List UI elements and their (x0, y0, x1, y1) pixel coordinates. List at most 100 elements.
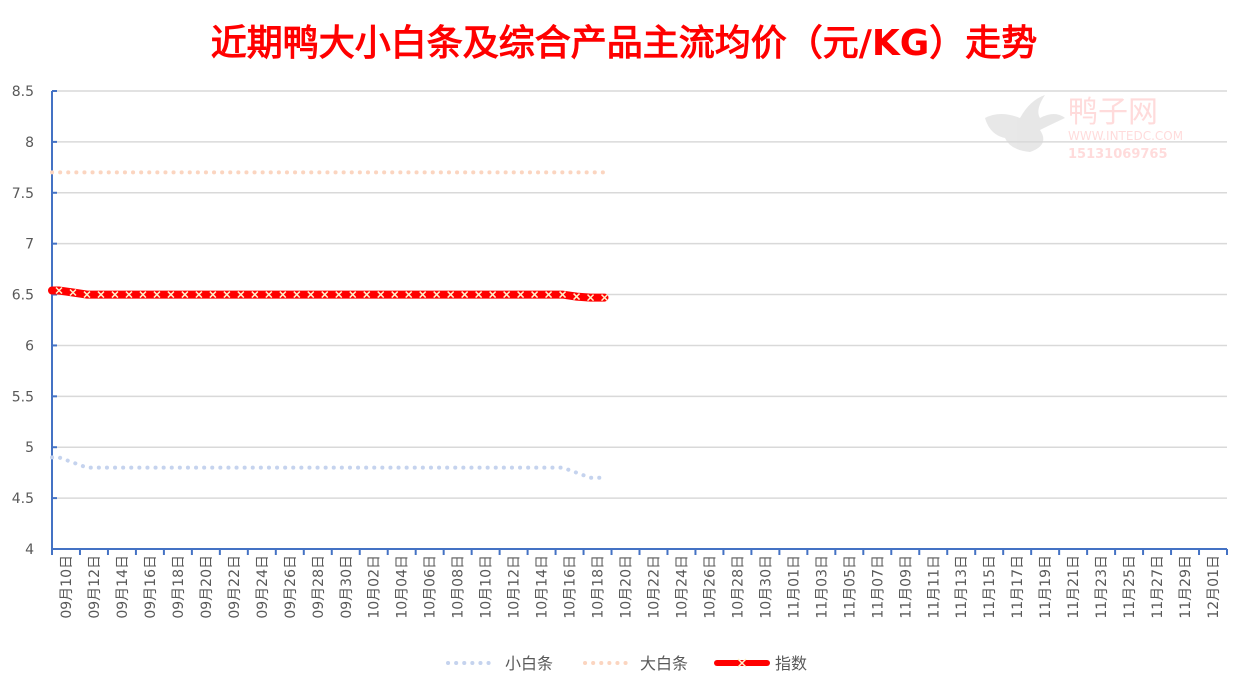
x-tick-label: 09月16日 (143, 555, 159, 619)
data-point-marker (125, 291, 133, 299)
x-tick-label: 10月14日 (535, 555, 551, 619)
x-tick-label: 10月04日 (395, 555, 411, 619)
x-tick-label: 09月12日 (87, 555, 103, 619)
x-tick-label: 10月10日 (479, 555, 495, 619)
data-point-marker (153, 291, 161, 299)
data-point-marker (531, 291, 539, 299)
legend-label: 小白条 (505, 654, 553, 673)
data-point-marker (587, 294, 595, 302)
x-tick-label: 11月19日 (1038, 555, 1054, 619)
chart-title: 近期鸭大小白条及综合产品主流均价（元/KG）走势 (210, 23, 1038, 64)
data-point-marker (377, 291, 385, 299)
x-tick-label: 10月06日 (423, 555, 439, 619)
y-tick-label: 6.5 (12, 288, 34, 304)
series-line-小白条 (50, 455, 607, 480)
y-tick-label: 7.5 (12, 186, 34, 202)
x-tick-label: 10月20日 (619, 555, 635, 619)
y-tick-label: 6 (25, 338, 34, 354)
data-point-marker (55, 286, 63, 295)
x-tick-label: 11月23日 (1094, 555, 1110, 619)
data-point-marker (181, 291, 189, 299)
x-tick-label: 10月26日 (702, 555, 718, 619)
x-tick-label: 11月27日 (1150, 555, 1166, 619)
x-tick-label: 09月30日 (339, 555, 355, 619)
data-point-marker (321, 291, 329, 299)
data-point-marker (111, 291, 119, 299)
data-point-marker (363, 291, 371, 299)
x-tick-label: 11月21日 (1066, 555, 1082, 619)
x-tick-label: 11月11日 (926, 555, 942, 619)
x-tick-label: 11月03日 (814, 555, 830, 619)
data-point-marker (517, 291, 525, 299)
x-tick-label: 10月22日 (646, 555, 662, 619)
x-tick-label: 09月28日 (311, 555, 327, 619)
data-point-marker (573, 293, 581, 301)
x-tick-label: 11月13日 (954, 555, 970, 619)
y-tick-label: 8 (25, 135, 34, 151)
x-tick-label: 10月16日 (563, 555, 579, 619)
data-point-marker (69, 288, 77, 297)
data-point-marker (349, 291, 357, 299)
x-tick-label: 09月18日 (171, 555, 187, 619)
data-point-marker (237, 291, 245, 299)
data-point-marker (307, 291, 315, 299)
x-tick-label: 12月01日 (1206, 555, 1222, 619)
x-tick-label: 10月08日 (451, 555, 467, 619)
x-tick-label: 10月02日 (367, 555, 383, 619)
x-tick-label: 09月20日 (199, 555, 215, 619)
x-tick-label: 10月28日 (730, 555, 746, 619)
data-point-marker (545, 291, 553, 299)
legend-marker (737, 658, 747, 668)
data-point-marker (447, 291, 455, 299)
watermark-phone: 15131069765 (1068, 147, 1168, 162)
x-tick-label: 09月10日 (59, 555, 75, 619)
x-tick-label: 10月24日 (674, 555, 690, 619)
watermark-brand: 鸭子网 (1068, 95, 1158, 130)
watermark-logo: 鸭子网 WWW.INTEDC.COM 15131069765 (985, 95, 1183, 162)
x-tick-label: 10月30日 (758, 555, 774, 619)
data-point-marker (223, 291, 231, 299)
data-point-marker (489, 291, 497, 299)
x-tick-label: 10月18日 (591, 555, 607, 619)
duck-logo-icon (985, 95, 1065, 152)
data-point-marker (195, 291, 203, 299)
legend-label: 大白条 (640, 654, 688, 673)
data-point-marker (461, 291, 469, 299)
data-point-marker (83, 291, 91, 299)
data-point-marker (419, 291, 427, 299)
x-tick-label: 11月07日 (870, 555, 886, 619)
x-tick-label: 11月01日 (786, 555, 802, 619)
watermark-url: WWW.INTEDC.COM (1068, 129, 1183, 143)
data-point-marker (97, 291, 105, 299)
x-tick-label: 09月26日 (283, 555, 299, 619)
legend-label: 指数 (775, 654, 807, 673)
data-point-marker (600, 294, 609, 302)
x-tick-label: 11月05日 (842, 555, 858, 619)
data-point-marker (265, 291, 273, 299)
x-tick-label: 11月15日 (982, 555, 998, 619)
y-tick-label: 4 (25, 542, 34, 558)
x-tick-label: 11月25日 (1122, 555, 1138, 619)
data-point-marker (503, 291, 511, 299)
data-point-marker (475, 291, 483, 299)
data-point-marker (433, 291, 441, 299)
x-tick-label: 11月29日 (1178, 555, 1194, 619)
data-point-marker (209, 291, 217, 299)
x-tick-label: 09月14日 (115, 555, 131, 619)
x-tick-label: 11月17日 (1010, 555, 1026, 619)
data-point-marker (293, 291, 301, 299)
x-tick-label: 09月24日 (255, 555, 271, 619)
y-tick-label: 5.5 (12, 389, 34, 405)
data-point-marker (559, 291, 567, 299)
y-tick-label: 5 (25, 440, 34, 456)
y-tick-label: 7 (25, 237, 34, 253)
data-point-marker (167, 291, 175, 299)
data-point-marker (139, 291, 147, 299)
data-point-marker (279, 291, 287, 299)
x-tick-label: 11月09日 (898, 555, 914, 619)
data-point-marker (251, 291, 259, 299)
data-point-marker (405, 291, 413, 299)
data-point-marker (335, 291, 343, 299)
x-tick-label: 09月22日 (227, 555, 243, 619)
